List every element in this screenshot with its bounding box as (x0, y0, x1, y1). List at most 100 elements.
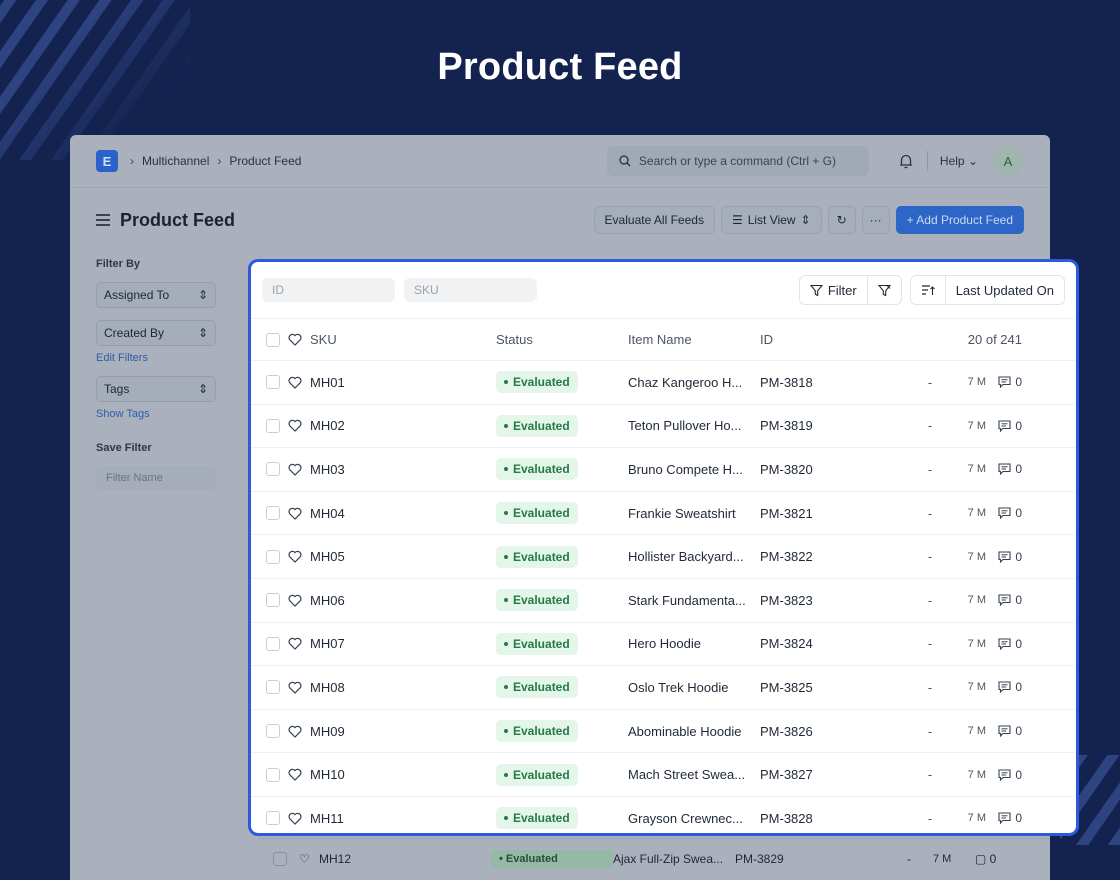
modified-cell: 7 M (967, 681, 986, 694)
show-tags-link[interactable]: Show Tags (96, 408, 150, 420)
comment-count[interactable]: 0 (994, 811, 1044, 825)
heart-icon[interactable] (288, 593, 302, 607)
row-checkbox[interactable] (266, 767, 280, 782)
table-row[interactable]: MH08 Evaluated Oslo Trek Hoodie PM-3825 … (251, 665, 1076, 709)
row-checkbox[interactable] (266, 636, 280, 651)
breadcrumb-product-feed[interactable]: Product Feed (229, 154, 302, 168)
sku-cell[interactable]: MH06 (310, 592, 345, 608)
comment-count[interactable]: 0 (994, 768, 1044, 782)
chevron-right-icon: › (217, 154, 222, 168)
heart-icon[interactable] (288, 724, 302, 738)
comment-count[interactable]: 0 (994, 593, 1044, 607)
heart-icon[interactable] (288, 375, 302, 389)
heart-icon[interactable]: ♡ (299, 851, 310, 866)
assigned-to-select[interactable]: Assigned To ⇕ (96, 282, 216, 308)
heart-icon[interactable] (288, 550, 302, 564)
filter-button[interactable]: Filter (800, 276, 867, 304)
column-status[interactable]: Status (496, 332, 533, 347)
dash-cell: - (927, 679, 933, 695)
list-view-button[interactable]: ☰ List View ⇕ (720, 206, 822, 234)
bell-icon[interactable] (897, 152, 915, 170)
row-checkbox[interactable] (266, 811, 280, 826)
sku-cell[interactable]: MH02 (310, 418, 345, 434)
table-row[interactable]: MH04 Evaluated Frankie Sweatshirt PM-382… (251, 490, 1076, 535)
table-row[interactable]: MH09 Evaluated Abominable Hoodie PM-3826… (251, 708, 1076, 753)
column-item-name[interactable]: Item Name (628, 332, 692, 347)
comment-count[interactable]: 0 (994, 550, 1044, 564)
item-name-cell: Frankie Sweatshirt (628, 505, 736, 521)
breadcrumb: › Multichannel › Product Feed (130, 154, 301, 168)
sku-cell[interactable]: MH03 (310, 461, 345, 477)
comment-count[interactable]: 0 (994, 462, 1044, 476)
heart-icon[interactable] (288, 462, 302, 476)
heart-icon[interactable] (288, 333, 302, 347)
row-checkbox[interactable] (266, 462, 280, 477)
comment-count[interactable]: 0 (994, 724, 1044, 738)
table-row[interactable]: MH01 Evaluated Chaz Kangeroo H... PM-381… (251, 360, 1076, 404)
comment-count[interactable]: 0 (994, 637, 1044, 651)
table-row[interactable]: MH03 Evaluated Bruno Compete H... PM-382… (251, 447, 1076, 491)
sort-direction-button[interactable] (911, 276, 945, 304)
row-checkbox[interactable] (266, 680, 280, 695)
row-checkbox[interactable] (266, 724, 280, 739)
status-dot (504, 598, 508, 603)
row-checkbox[interactable] (266, 375, 280, 390)
sku-cell[interactable]: MH11 (310, 810, 344, 826)
command-search[interactable]: Search or type a command (Ctrl + G) (606, 146, 869, 176)
tags-select[interactable]: Tags ⇕ (96, 376, 216, 402)
sku-cell[interactable]: MH01 (310, 374, 345, 390)
menu-icon[interactable] (96, 214, 110, 226)
status-dot (504, 511, 508, 516)
more-button[interactable]: ··· (861, 206, 890, 234)
sku-cell[interactable]: MH09 (310, 723, 345, 739)
refresh-button[interactable]: ↻ (827, 206, 856, 234)
sku-cell[interactable]: MH10 (310, 767, 345, 783)
comment-count[interactable]: 0 (994, 375, 1044, 389)
app-logo[interactable]: E (96, 150, 118, 172)
table-row[interactable]: MH05 Evaluated Hollister Backyard... PM-… (251, 534, 1076, 578)
sku-cell[interactable]: MH07 (310, 636, 345, 652)
filter-name-input[interactable]: Filter Name (96, 466, 216, 490)
comment-count[interactable]: 0 (994, 506, 1044, 520)
table-row[interactable]: MH10 Evaluated Mach Street Swea... PM-38… (251, 752, 1076, 796)
row-checkbox[interactable] (266, 506, 280, 521)
table-row[interactable]: MH02 Evaluated Teton Pullover Ho... PM-3… (251, 403, 1076, 448)
heart-icon[interactable] (288, 419, 302, 433)
id-cell: PM-3819 (760, 418, 813, 434)
row-checkbox[interactable] (266, 418, 280, 433)
breadcrumb-multichannel[interactable]: Multichannel (142, 154, 210, 168)
edit-filters-link[interactable]: Edit Filters (96, 352, 148, 364)
heart-icon[interactable] (288, 637, 302, 651)
sku-cell[interactable]: MH04 (310, 505, 345, 521)
clear-filter-button[interactable] (866, 276, 901, 304)
heart-icon[interactable] (288, 768, 302, 782)
heart-icon[interactable] (288, 680, 302, 694)
heart-icon[interactable] (288, 811, 302, 825)
comment-icon (998, 681, 1011, 694)
comment-count[interactable]: 0 (994, 680, 1044, 694)
sku-filter-input[interactable] (404, 278, 537, 302)
decorative-stripes-top-left (0, 0, 190, 160)
row-checkbox[interactable] (273, 851, 287, 866)
heart-icon[interactable] (288, 506, 302, 520)
column-id[interactable]: ID (760, 332, 773, 347)
table-row[interactable]: MH06 Evaluated Stark Fundamenta... PM-38… (251, 577, 1076, 622)
comment-count[interactable]: 0 (994, 419, 1044, 433)
help-dropdown[interactable]: Help ⌄ (939, 154, 978, 168)
id-filter-input[interactable] (262, 278, 395, 302)
column-sku[interactable]: SKU (310, 332, 337, 347)
sku-cell[interactable]: MH08 (310, 679, 345, 695)
table-row[interactable]: MH07 Evaluated Hero Hoodie PM-3824 - 7 M… (251, 621, 1076, 666)
row-checkbox[interactable] (266, 549, 280, 564)
avatar[interactable]: A (992, 145, 1024, 177)
table-row[interactable]: MH11 Evaluated Grayson Crewnec... PM-382… (251, 795, 1076, 833)
sort-field-button[interactable]: Last Updated On (944, 276, 1064, 304)
evaluate-all-feeds-button[interactable]: Evaluate All Feeds (593, 206, 715, 234)
dash-cell: - (927, 374, 933, 390)
select-all-checkbox[interactable] (266, 332, 280, 347)
header-actions: Evaluate All Feeds ☰ List View ⇕ ↻ ··· + A… (593, 206, 1024, 234)
add-product-feed-button[interactable]: + Add Product Feed (895, 206, 1024, 234)
row-checkbox[interactable] (266, 593, 280, 608)
created-by-select[interactable]: Created By ⇕ (96, 320, 216, 346)
sku-cell[interactable]: MH05 (310, 549, 345, 565)
